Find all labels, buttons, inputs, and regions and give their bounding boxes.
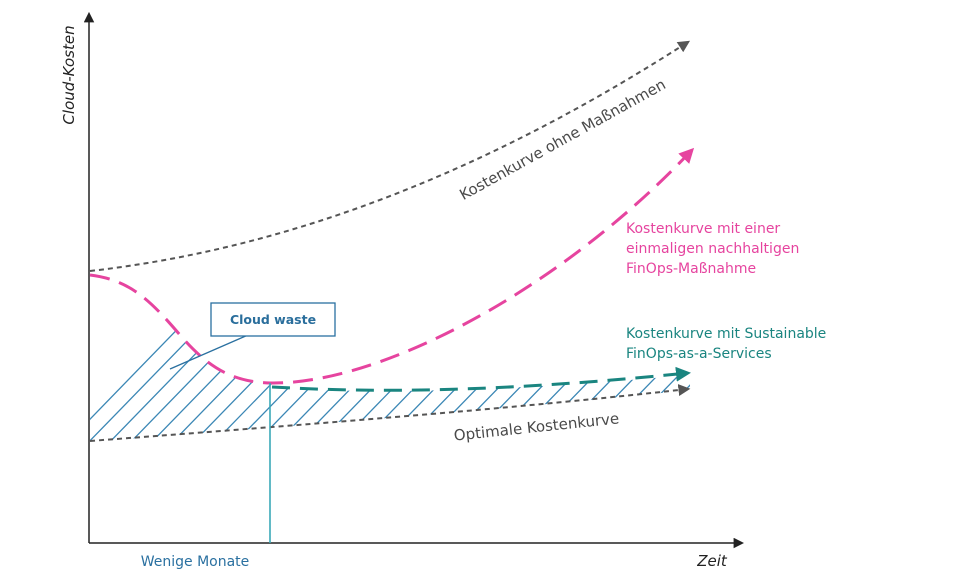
y-axis-title: Cloud-Kosten [60, 25, 78, 124]
cloud-waste-callout-label: Cloud waste [230, 312, 316, 327]
hatch-line [311, 275, 488, 442]
teal-curve-label-line-2: FinOps-as-a-Services [626, 346, 772, 362]
cloud-waste-callout-box [210, 302, 336, 337]
x-axis-title: Zeit [696, 552, 728, 570]
hatch-line [269, 275, 446, 442]
pink-curve-label-line-1: Kostenkurve mit einer [626, 221, 780, 237]
curve-sustainable-finops [271, 366, 691, 392]
curve-without-measures [89, 40, 691, 272]
upper-curve-label: Kostenkurve ohne Maßnahmen [456, 75, 668, 204]
optimal-cost-curve [89, 384, 691, 442]
teal-curve-label-line-1: Kostenkurve mit Sustainable [626, 326, 826, 342]
hatch-line [143, 275, 320, 442]
hatch-line [122, 275, 299, 442]
hatch-line [206, 275, 383, 442]
hatch-line [90, 275, 257, 442]
pink-curve-label-line-3: FinOps-Maßnahme [626, 261, 756, 277]
hatch-line [90, 275, 236, 442]
optimal-curve-label: Optimale Kostenkurve [453, 409, 620, 444]
curve-one-time-measure [89, 147, 695, 385]
hatch-line [248, 275, 425, 442]
few-months-label: Wenige Monate [141, 554, 250, 570]
pink-curve-label-line-2: einmaligen nachhaltigen [626, 241, 799, 257]
callout-pointer [169, 334, 249, 370]
